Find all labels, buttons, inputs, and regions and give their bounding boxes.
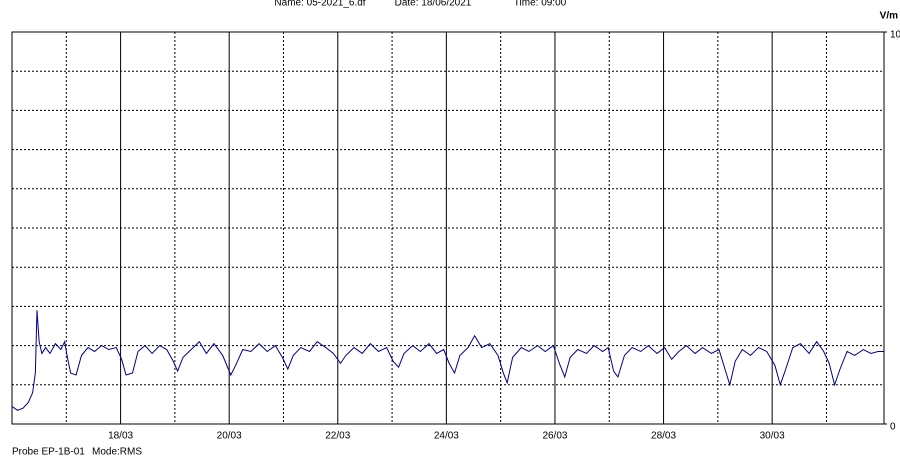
x-tick-label: 24/03 (434, 431, 459, 442)
data-line (11, 310, 884, 411)
plot-border (11, 31, 885, 425)
x-tick-label: 22/03 (325, 431, 350, 442)
x-tick-label: 30/03 (760, 431, 785, 442)
x-tick-label: 18/03 (108, 431, 133, 442)
header-time: Time: 09:00 (514, 0, 567, 9)
x-tick-label: 26/03 (542, 431, 567, 442)
x-tick-label: 28/03 (651, 431, 676, 442)
y-tick-label: 10 (890, 30, 900, 41)
y-unit: V/m (880, 11, 898, 22)
mode-label: Mode:RMS (92, 447, 142, 458)
header-date: Date: 18/06/2021 (395, 0, 472, 9)
y-tick-label: 0 (890, 422, 896, 433)
x-tick-label: 20/03 (217, 431, 242, 442)
header-name: Name: 05-2021_6.df (274, 0, 365, 9)
probe-label: Probe EP-1B-01 (12, 447, 85, 458)
